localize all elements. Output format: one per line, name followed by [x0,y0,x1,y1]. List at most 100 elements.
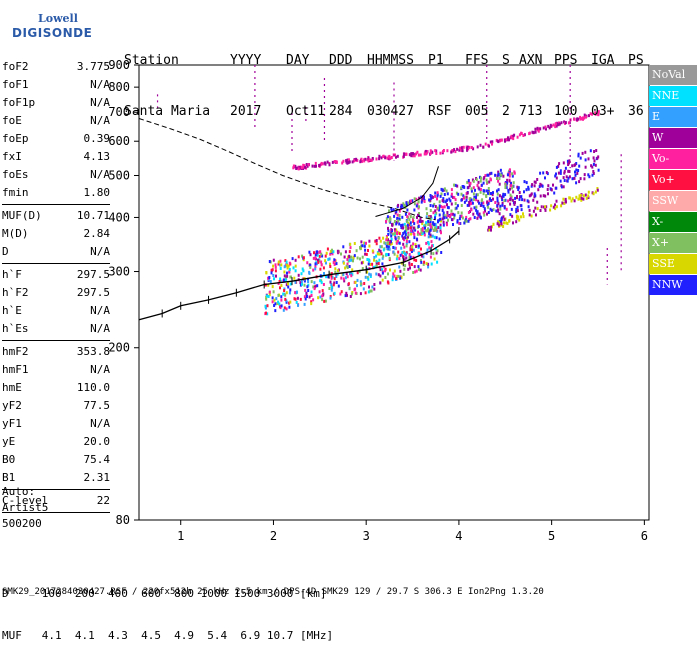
echo-point [312,256,315,260]
echo-point [360,244,363,248]
echo-point [346,158,349,162]
echo-point [335,160,338,164]
echo-point [487,211,490,214]
echo-point [471,201,474,205]
param-value: 297.5 [76,268,110,281]
echo-point [505,186,508,190]
echo-point [322,266,325,270]
echo-point [521,198,524,202]
echo-point [348,286,351,290]
echo-point [388,242,391,246]
echo-point [362,287,365,291]
echo-point [534,127,537,131]
echo-point [430,262,433,266]
echo-point [409,248,412,252]
echo-point [294,291,297,295]
echo-point [504,198,507,202]
echo-point [490,178,492,182]
echo-point [379,239,382,243]
echo-point [421,220,424,224]
param-name: yE [2,435,16,448]
echo-point [460,198,463,202]
echo-point [394,153,396,157]
param-name: D [2,245,9,258]
param-row-foe: foE N/A [2,112,110,130]
echo-point [314,285,316,289]
echo-point [354,280,357,284]
echo-point [530,192,533,196]
echo-point [347,259,350,263]
echo-point [429,152,432,155]
echo-point [374,265,377,269]
echo-point [487,187,490,190]
echo-point [503,199,506,203]
autoscaling-info: Auto: Artist5 500200 [2,484,48,532]
echo-point [286,274,289,278]
echo-point [310,302,313,306]
echo-point [387,238,389,242]
echo-point [294,258,297,262]
echo-point [344,276,347,280]
echo-point [414,270,417,274]
echo-point [473,195,476,199]
echo-point [396,217,399,220]
echo-point [499,139,502,143]
echo-point [373,287,376,291]
echo-point [505,137,508,141]
echo-point [403,267,406,271]
echo-point [477,213,480,217]
echo-point [417,153,420,157]
echo-point [340,290,343,294]
echo-point [285,300,288,304]
echo-point [463,196,465,200]
echo-point [396,239,399,243]
echo-point [279,267,282,270]
echo-point [412,248,415,252]
param-value: N/A [90,78,110,91]
echo-point [395,241,398,245]
echo-point [279,286,281,290]
echo-point [382,248,385,252]
echo-point [484,142,487,146]
echo-point [365,241,367,245]
echo-point [544,176,546,180]
echo-point [523,180,526,184]
echo-point [486,200,489,204]
echo-point [412,217,414,221]
echo-point [573,163,576,167]
legend-item-x: X- [649,212,697,232]
echo-point [486,189,488,193]
echo-point [402,232,405,235]
echo-point [367,156,370,160]
echo-point [539,182,542,186]
y-tick-label: 900 [108,58,130,72]
echo-point [467,147,470,151]
echo-point [373,256,376,259]
echo-point [584,193,587,197]
echo-point [408,263,411,267]
header-table: Station YYYY DAY DDD HHMMSS P1 FFS S AXN PPS IGA PS… [124,18,644,137]
echo-point [306,261,309,265]
legend-item-e: E [649,107,697,127]
echo-point [312,268,315,272]
echo-point [405,239,408,243]
echo-point [597,110,600,114]
echo-point [484,209,486,213]
echo-point [398,241,401,245]
echo-point [565,175,568,179]
echo-point [542,171,545,175]
echo-point [320,260,323,264]
echo-point [345,159,348,163]
echo-point [453,148,456,152]
echo-point [425,262,428,266]
echo-point [564,197,567,201]
echo-point [575,181,578,185]
echo-point [396,232,399,236]
echo-point [423,226,426,230]
echo-point [306,285,309,289]
echo-point [427,229,430,233]
param-name: MUF(D) [2,209,42,222]
header-value-0: Santa Maria [124,104,211,119]
y-tick-label: 80 [116,513,130,527]
echo-point [397,274,400,278]
